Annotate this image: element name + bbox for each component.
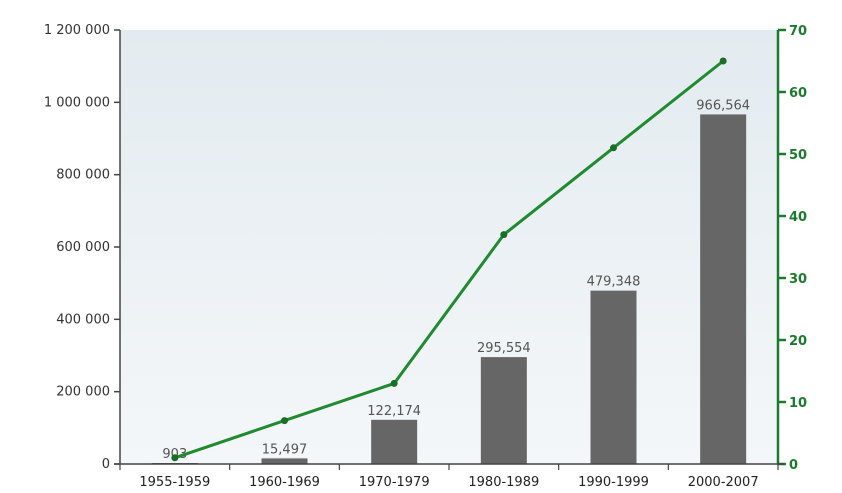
left-axis-tick-label: 200 000 (56, 385, 110, 400)
bar-value-label: 966,564 (696, 98, 750, 113)
left-axis-tick-label: 0 (102, 457, 110, 472)
bar (261, 458, 308, 464)
plot-background (120, 30, 778, 464)
bar (480, 357, 527, 464)
x-axis-tick-label: 2000-2007 (688, 475, 759, 490)
line-point (610, 144, 617, 152)
right-axis-tick-label: 10 (789, 396, 807, 411)
line-point (719, 57, 727, 65)
right-axis-tick-label: 30 (789, 272, 807, 287)
left-axis-tick-label: 600 000 (56, 240, 110, 255)
left-axis-tick-label: 1 200 000 (44, 23, 110, 38)
line-point (281, 417, 288, 425)
right-axis-tick-label: 40 (789, 210, 807, 225)
line-point (171, 454, 179, 462)
x-axis-tick-label: 1970-1979 (359, 475, 430, 490)
bar-value-label: 295,554 (477, 341, 531, 356)
line-point (500, 231, 508, 239)
bar-value-label: 122,174 (367, 404, 421, 419)
right-axis-tick-label: 70 (789, 24, 807, 39)
left-axis-tick-label: 1 000 000 (44, 95, 110, 110)
right-axis-tick-label: 20 (789, 334, 807, 349)
bar (700, 114, 747, 464)
line-series (174, 59, 725, 460)
left-axis-tick-label: 800 000 (56, 168, 110, 183)
x-axis-tick-label: 1980-1989 (468, 475, 539, 490)
right-axis-tick-label: 50 (789, 148, 807, 163)
bar-value-label: 15,497 (262, 442, 308, 457)
line-point (390, 379, 398, 387)
right-axis-tick-label: 60 (789, 86, 807, 101)
right-axis-tick-label: 0 (789, 458, 798, 473)
x-axis-tick-label: 1955-1959 (139, 475, 210, 490)
bar (371, 419, 418, 464)
bar (590, 290, 637, 464)
x-axis-tick-label: 1990-1999 (578, 475, 649, 490)
left-axis-tick-label: 400 000 (56, 312, 110, 327)
bar-value-label: 479,348 (587, 275, 641, 290)
x-axis-tick-label: 1960-1969 (249, 475, 320, 490)
